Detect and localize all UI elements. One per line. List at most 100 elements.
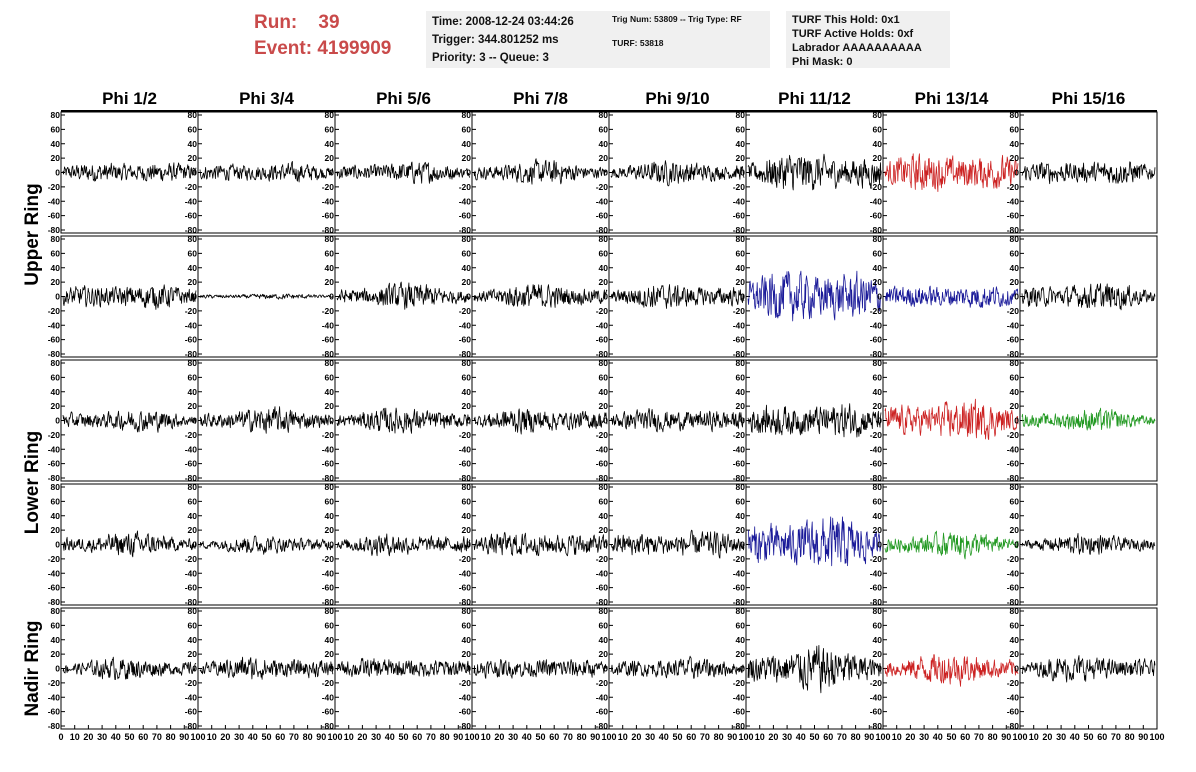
ytick-label-r2-c7--40: -40: [870, 320, 883, 330]
ytick-label-r3-c7--80: -80: [870, 473, 883, 483]
xtick-label-c2-60: 60: [275, 732, 285, 742]
xtick-label-c8-90: 90: [1138, 732, 1148, 742]
xtick-label-c3-70: 70: [426, 732, 436, 742]
ytick-label-r1-c3--80: -80: [322, 225, 335, 235]
ytick-label-r3-c8-80: 80: [1010, 358, 1020, 368]
xtick-label-c2-40: 40: [248, 732, 258, 742]
ytick-label-r5-c7-0: 0: [877, 664, 882, 674]
ytick-label-r3-c3--20: -20: [322, 430, 335, 440]
ytick-label-r3-c8-0: 0: [1014, 416, 1019, 426]
ytick-label-r5-c6--20: -20: [733, 678, 746, 688]
ytick-label-r4-c3-0: 0: [329, 540, 334, 550]
ytick-label-r2-c2-60: 60: [188, 248, 198, 258]
ytick-label-r3-c3--40: -40: [322, 444, 335, 454]
run-label: Run:: [254, 12, 298, 33]
ytick-label-r3-c2--80: -80: [185, 473, 198, 483]
ytick-label-r5-c1--20: -20: [48, 678, 61, 688]
ytick-label-r5-c7--20: -20: [870, 678, 883, 688]
xtick-label-c5-10: 10: [618, 732, 628, 742]
ytick-label-r5-c4--60: -60: [459, 707, 472, 717]
waveform-r3-c7: [884, 398, 1019, 440]
ytick-label-r1-c8--20: -20: [1007, 182, 1020, 192]
xtick-label-c8-30: 30: [1056, 732, 1066, 742]
ytick-label-r2-c2--20: -20: [185, 306, 198, 316]
ytick-label-r5-c3--80: -80: [322, 721, 335, 731]
ytick-label-r5-c5--40: -40: [596, 692, 609, 702]
ytick-label-r4-c5--40: -40: [596, 568, 609, 578]
ytick-label-r2-c6-0: 0: [740, 292, 745, 302]
ytick-label-r4-c6--40: -40: [733, 568, 746, 578]
xtick-label-c5-80: 80: [714, 732, 724, 742]
xtick-label-c8-60: 60: [1097, 732, 1107, 742]
xtick-label-c7-70: 70: [974, 732, 984, 742]
waveform-r3-c3: [336, 407, 471, 434]
ytick-label-r1-c2--80: -80: [185, 225, 198, 235]
ytick-label-r4-c2-60: 60: [188, 496, 198, 506]
ytick-label-r2-c4-40: 40: [462, 263, 472, 273]
xtick-label-c7-30: 30: [919, 732, 929, 742]
xtick-label-c2-10: 10: [207, 732, 217, 742]
ytick-label-r1-c3-20: 20: [325, 153, 335, 163]
ytick-label-r2-c3--60: -60: [322, 335, 335, 345]
ytick-label-r2-c2--40: -40: [185, 320, 198, 330]
waveform-r1-c4: [473, 158, 608, 185]
ytick-label-r5-c4--20: -20: [459, 678, 472, 688]
xtick-label-c6-40: 40: [796, 732, 806, 742]
ytick-label-r2-c6-40: 40: [736, 263, 746, 273]
ytick-label-r1-c3--20: -20: [322, 182, 335, 192]
waveform-r2-c5: [610, 284, 745, 309]
ytick-label-r5-c8--60: -60: [1007, 707, 1020, 717]
ytick-label-r2-c3-60: 60: [325, 248, 335, 258]
ytick-label-r4-c1-20: 20: [51, 525, 61, 535]
ytick-label-r1-c5--40: -40: [596, 196, 609, 206]
xtick-label-c8-10: 10: [1029, 732, 1039, 742]
ytick-label-r5-c3-60: 60: [325, 620, 335, 630]
ytick-label-r2-c6-80: 80: [736, 234, 746, 244]
ytick-label-r1-c6-0: 0: [740, 168, 745, 178]
ytick-label-r2-c8--80: -80: [1007, 349, 1020, 359]
ytick-label-r3-c6--20: -20: [733, 430, 746, 440]
ytick-label-r5-c3--60: -60: [322, 707, 335, 717]
ytick-label-r4-c3--20: -20: [322, 554, 335, 564]
ytick-label-r5-c6-40: 40: [736, 635, 746, 645]
ytick-label-r3-c4-80: 80: [462, 358, 472, 368]
ytick-label-r3-c7-60: 60: [873, 372, 883, 382]
priority-text: Priority: 3 -- Queue: 3: [432, 52, 549, 64]
ytick-label-r3-c2--40: -40: [185, 444, 198, 454]
xtick-label-c1-10: 10: [70, 732, 80, 742]
ytick-label-r5-c5--80: -80: [596, 721, 609, 731]
ytick-label-r3-c7-40: 40: [873, 387, 883, 397]
waveform-r1-c3: [336, 161, 471, 185]
ytick-label-r3-c1-0: 0: [55, 416, 60, 426]
ytick-label-r2-c1--60: -60: [48, 335, 61, 345]
ytick-label-r4-c6-80: 80: [736, 482, 746, 492]
ytick-label-r3-c8-20: 20: [1010, 401, 1020, 411]
ytick-label-r2-c3-40: 40: [325, 263, 335, 273]
xtick-label-c3-80: 80: [440, 732, 450, 742]
ytick-label-r1-c6--40: -40: [733, 196, 746, 206]
ytick-label-r3-c5-0: 0: [603, 416, 608, 426]
xtick-label-c1-30: 30: [97, 732, 107, 742]
ring-label-1: Upper Ring: [22, 183, 43, 285]
ytick-label-r5-c5-20: 20: [599, 649, 609, 659]
xtick-label-c8-40: 40: [1070, 732, 1080, 742]
ytick-label-r2-c7--20: -20: [870, 306, 883, 316]
ytick-label-r2-c1-40: 40: [51, 263, 61, 273]
xtick-label-c1-50: 50: [124, 732, 134, 742]
xtick-label-c4-100: 100: [601, 732, 616, 742]
ytick-label-r3-c2-0: 0: [192, 416, 197, 426]
ytick-label-r1-c7-60: 60: [873, 124, 883, 134]
xtick-label-c5-50: 50: [672, 732, 682, 742]
xtick-label-c5-90: 90: [727, 732, 737, 742]
ring-label-3: Nadir Ring: [22, 620, 43, 716]
ytick-label-r1-c3-40: 40: [325, 139, 335, 149]
ytick-label-r1-c6--20: -20: [733, 182, 746, 192]
waveform-r3-c5: [610, 408, 745, 433]
waveform-r1-c7: [884, 153, 1019, 192]
ytick-label-r5-c1-0: 0: [55, 664, 60, 674]
ytick-label-r4-c3-40: 40: [325, 511, 335, 521]
ytick-label-r3-c1--40: -40: [48, 444, 61, 454]
ytick-label-r5-c1-40: 40: [51, 635, 61, 645]
waveform-r5-c6: [747, 645, 882, 694]
